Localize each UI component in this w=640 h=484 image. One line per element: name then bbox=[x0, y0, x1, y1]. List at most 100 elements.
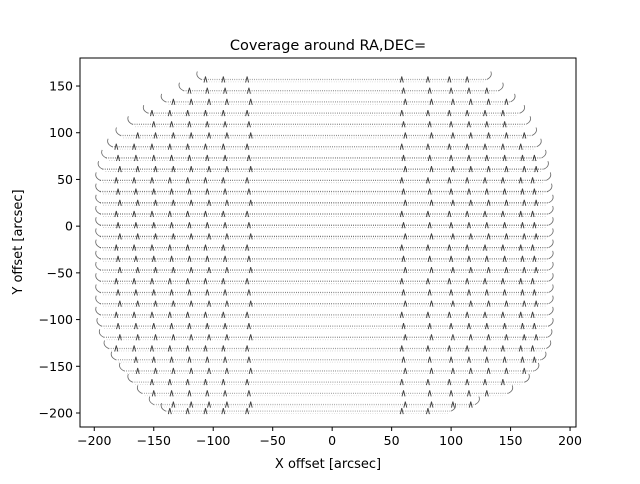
turnaround-mark bbox=[189, 266, 194, 274]
turnaround-mark bbox=[246, 255, 251, 262]
turnaround-mark bbox=[484, 87, 489, 94]
turnaround-mark bbox=[248, 98, 253, 106]
turnaround-mark bbox=[447, 76, 452, 83]
turnaround-mark bbox=[151, 154, 156, 162]
turnaround-mark bbox=[246, 356, 251, 363]
turnaround-mark bbox=[169, 121, 174, 128]
turnaround-mark bbox=[465, 379, 470, 386]
turnaround-mark bbox=[502, 154, 507, 162]
turnaround-mark bbox=[171, 166, 176, 173]
turnaround-mark bbox=[187, 356, 192, 363]
turnaround-mark bbox=[500, 244, 505, 251]
x-tick-label: −50 bbox=[259, 433, 285, 448]
turnaround-mark bbox=[153, 199, 158, 206]
turnaround-mark bbox=[399, 345, 404, 352]
turnaround-mark bbox=[401, 322, 406, 330]
turnaround-mark bbox=[467, 222, 471, 229]
turnaround-mark bbox=[132, 244, 137, 251]
turnaround-mark bbox=[150, 143, 154, 150]
scan-turnaround bbox=[127, 374, 133, 383]
turnaround-mark bbox=[114, 345, 119, 352]
turnaround-mark bbox=[502, 255, 507, 262]
turnaround-mark bbox=[185, 143, 190, 150]
turnaround-mark bbox=[532, 154, 537, 162]
turnaround-mark bbox=[205, 390, 210, 397]
turnaround-mark bbox=[429, 367, 434, 375]
turnaround-mark bbox=[429, 199, 434, 206]
turnaround-mark bbox=[171, 334, 176, 341]
turnaround-mark bbox=[150, 345, 154, 352]
turnaround-mark bbox=[135, 199, 140, 206]
turnaround-mark bbox=[502, 222, 507, 229]
turnaround-mark bbox=[207, 233, 211, 240]
turnaround-mark bbox=[504, 334, 509, 341]
turnaround-mark bbox=[427, 289, 432, 296]
turnaround-mark bbox=[248, 132, 253, 139]
x-tick-label: −200 bbox=[77, 433, 111, 448]
turnaround-mark bbox=[167, 408, 172, 415]
turnaround-mark bbox=[522, 300, 527, 307]
turnaround-mark bbox=[169, 356, 174, 363]
turnaround-mark bbox=[447, 379, 452, 386]
turnaround-mark bbox=[522, 266, 527, 274]
turnaround-mark bbox=[520, 289, 525, 296]
turnaround-mark bbox=[520, 356, 525, 363]
turnaround-mark bbox=[504, 367, 509, 375]
turnaround-mark bbox=[401, 289, 406, 296]
turnaround-mark bbox=[205, 322, 210, 330]
scan-turnaround bbox=[95, 228, 101, 237]
turnaround-mark bbox=[401, 154, 406, 162]
scan-turnaround bbox=[548, 194, 554, 204]
turnaround-mark bbox=[486, 334, 491, 341]
scan-turnaround bbox=[95, 284, 101, 293]
turnaround-mark bbox=[468, 98, 473, 106]
turnaround-mark bbox=[483, 110, 487, 117]
scan-turnaround bbox=[548, 228, 554, 237]
turnaround-mark bbox=[116, 222, 120, 229]
turnaround-mark bbox=[399, 210, 404, 218]
turnaround-mark bbox=[427, 188, 432, 195]
turnaround-mark bbox=[504, 166, 509, 173]
turnaround-mark bbox=[224, 334, 229, 341]
turnaround-mark bbox=[484, 356, 489, 363]
turnaround-mark bbox=[151, 356, 156, 363]
turnaround-mark bbox=[151, 322, 156, 330]
scan-turnaround bbox=[548, 273, 554, 282]
turnaround-mark bbox=[467, 322, 471, 330]
turnaround-mark bbox=[427, 356, 432, 363]
turnaround-mark bbox=[450, 367, 455, 375]
turnaround-mark bbox=[169, 322, 174, 330]
turnaround-mark bbox=[185, 177, 190, 184]
scan-turnaround bbox=[548, 284, 554, 293]
turnaround-mark bbox=[427, 154, 432, 162]
turnaround-mark bbox=[133, 154, 138, 162]
turnaround-mark bbox=[425, 278, 430, 285]
turnaround-mark bbox=[167, 278, 172, 285]
turnaround-mark bbox=[447, 177, 452, 184]
turnaround-mark bbox=[465, 278, 470, 285]
turnaround-mark bbox=[450, 233, 455, 240]
turnaround-mark bbox=[450, 199, 455, 206]
turnaround-mark bbox=[401, 188, 406, 195]
turnaround-mark bbox=[520, 255, 525, 262]
scan-turnaround bbox=[474, 396, 480, 405]
turnaround-mark bbox=[224, 266, 229, 274]
turnaround-mark bbox=[465, 345, 470, 352]
turnaround-mark bbox=[221, 110, 226, 117]
turnaround-mark bbox=[399, 244, 404, 251]
turnaround-mark bbox=[114, 177, 119, 184]
turnaround-mark bbox=[246, 188, 251, 195]
turnaround-mark bbox=[114, 278, 119, 285]
turnaround-mark bbox=[467, 188, 471, 195]
turnaround-mark bbox=[447, 244, 452, 251]
turnaround-mark bbox=[467, 87, 471, 94]
turnaround-mark bbox=[185, 345, 190, 352]
turnaround-mark bbox=[189, 401, 194, 408]
turnaround-mark bbox=[486, 233, 491, 240]
turnaround-mark bbox=[248, 199, 253, 206]
turnaround-mark bbox=[468, 334, 473, 341]
turnaround-mark bbox=[151, 390, 156, 397]
turnaround-mark bbox=[207, 266, 211, 274]
turnaround-mark bbox=[187, 87, 192, 94]
scan-turnaround bbox=[547, 329, 553, 338]
